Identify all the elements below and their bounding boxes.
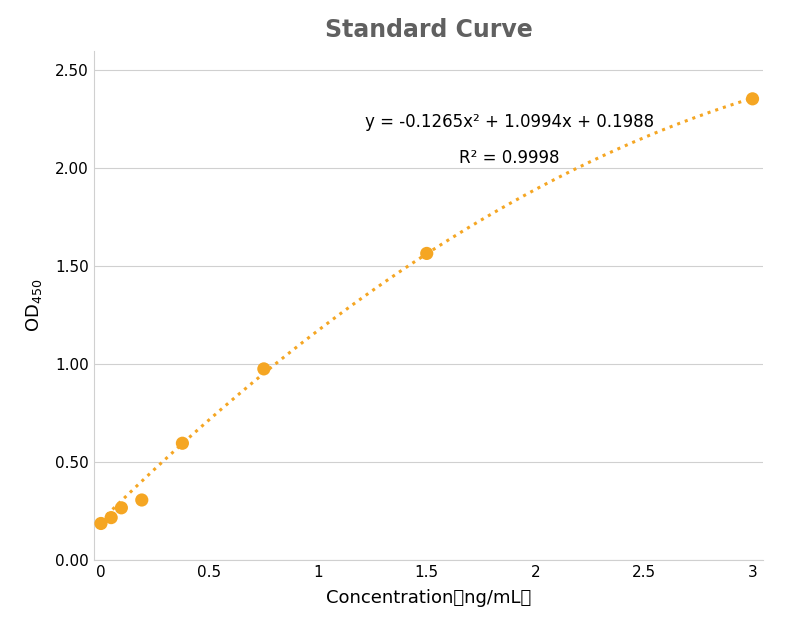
Text: y = -0.1265x² + 1.0994x + 0.1988: y = -0.1265x² + 1.0994x + 0.1988 bbox=[364, 113, 654, 131]
Point bbox=[94, 518, 107, 529]
Text: R² = 0.9998: R² = 0.9998 bbox=[459, 149, 560, 167]
Point bbox=[176, 438, 189, 448]
Point bbox=[420, 248, 433, 258]
X-axis label: Concentration（ng/mL）: Concentration（ng/mL） bbox=[327, 588, 531, 607]
Point bbox=[135, 495, 148, 505]
Title: Standard Curve: Standard Curve bbox=[325, 18, 533, 42]
Point bbox=[746, 93, 759, 104]
Text: OD$_{450}$: OD$_{450}$ bbox=[24, 279, 44, 332]
Point bbox=[257, 364, 270, 374]
Point bbox=[105, 513, 117, 523]
Point bbox=[115, 502, 127, 513]
